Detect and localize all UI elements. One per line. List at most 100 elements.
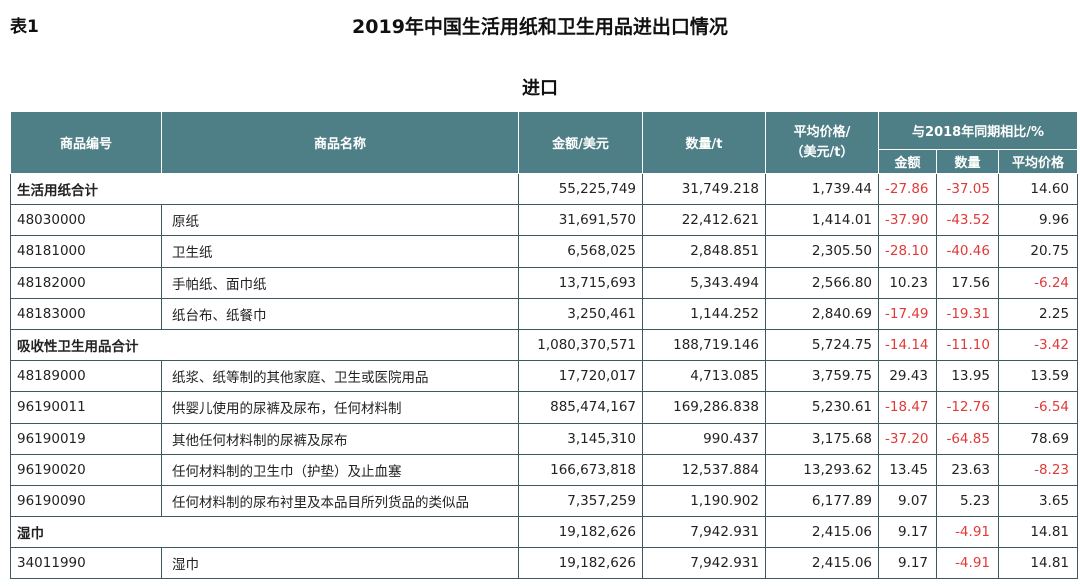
table-label: 表1	[10, 17, 39, 37]
cell-quantity: 4,713.085	[642, 360, 766, 393]
table-row: 96190019 其他任何材料制的尿裤及尿布 3,145,310 990.437 3,1…	[10, 422, 1079, 455]
cell-amount: 17,720,017	[518, 360, 643, 393]
table-row: 48181000 卫生纸 6,568,025 2,848.851 2,305.50 -28…	[10, 235, 1079, 268]
cell-quantity: 7,942.931	[642, 516, 766, 549]
cell-amount: 7,357,259	[518, 484, 643, 518]
cell-amount: 1,080,370,571	[518, 328, 643, 362]
header-code: 商品编号	[10, 111, 162, 174]
cell-name: 手帕纸、面巾纸	[161, 266, 519, 299]
cell-name: 任何材料制的尿布衬里及本品目所列货品的类似品	[161, 484, 519, 518]
table-row: 96190011 供婴儿使用的尿裤及尿布，任何材料制 885,474,167 169,…	[10, 391, 1079, 424]
cell-code: 48189000	[10, 360, 162, 393]
cell-yoy-quantity: -19.31	[936, 297, 999, 330]
cell-yoy-price: -6.24	[997, 266, 1079, 299]
cell-yoy-price: 2.25	[997, 297, 1079, 330]
cell-avg-price: 2,305.50	[765, 235, 879, 268]
cell-avg-price: 2,566.80	[765, 266, 879, 299]
cell-yoy-quantity: -4.91	[936, 516, 999, 549]
cell-yoy-amount: -37.20	[878, 422, 937, 455]
cell-amount: 3,250,461	[518, 297, 643, 330]
cell-code: 96190020	[10, 453, 162, 486]
cell-quantity: 2,848.851	[642, 235, 766, 268]
table-row: 48030000 原纸 31,691,570 22,412.621 1,414.01 -3…	[10, 204, 1079, 237]
cell-code: 96190011	[10, 391, 162, 424]
table-row: 96190020 任何材料制的卫生巾（护垫）及止血塞 166,673,818 12,5…	[10, 453, 1079, 486]
cell-name: 湿巾	[161, 547, 519, 580]
cell-code: 96190019	[10, 422, 162, 455]
cell-avg-price: 5,724.75	[765, 328, 879, 362]
cell-name: 卫生纸	[161, 235, 519, 268]
table-row-total: 湿巾 19,182,626 7,942.931 2,415.06 9.17 -4.91 14…	[10, 516, 1079, 549]
cell-yoy-quantity: 13.95	[936, 360, 999, 393]
cell-avg-price: 2,840.69	[765, 297, 879, 330]
cell-code: 48181000	[10, 235, 162, 268]
cell-yoy-price: -8.23	[997, 453, 1079, 486]
cell-name: 纸台布、纸餐巾	[161, 297, 519, 330]
cell-yoy-amount: 29.43	[878, 360, 937, 393]
cell-avg-price: 2,415.06	[765, 516, 879, 549]
cell-avg-price: 3,175.68	[765, 422, 879, 455]
cell-code: 48183000	[10, 297, 162, 330]
cell-avg-price: 1,414.01	[765, 204, 879, 237]
cell-yoy-amount: 9.07	[878, 484, 937, 518]
cell-name: 原纸	[161, 204, 519, 237]
header-yoy-amount: 金额	[878, 149, 937, 174]
cell-quantity: 31,749.218	[642, 172, 766, 206]
cell-yoy-quantity: -43.52	[936, 204, 999, 237]
cell-yoy-quantity: -11.10	[936, 328, 999, 362]
cell-yoy-price: 13.59	[997, 360, 1079, 393]
table-row: 48189000 纸浆、纸等制的其他家庭、卫生或医院用品 17,720,017 4,7…	[10, 360, 1079, 393]
table-row-total: 生活用纸合计 55,225,749 31,749.218 1,739.44 -27.86…	[10, 172, 1079, 206]
cell-yoy-quantity: 23.63	[936, 453, 999, 486]
cell-yoy-amount: -17.49	[878, 297, 937, 330]
cell-quantity: 5,343.494	[642, 266, 766, 299]
row-total-name: 生活用纸合计	[10, 172, 519, 206]
cell-yoy-amount: -28.10	[878, 235, 937, 268]
cell-amount: 55,225,749	[518, 172, 643, 206]
cell-yoy-price: 14.81	[997, 516, 1079, 549]
header-quantity: 数量/t	[642, 111, 766, 174]
table-header: 商品编号 商品名称 金额/美元 数量/t 平均价格/ （美元/t） 与2018年…	[10, 111, 1079, 174]
cell-code: 96190090	[10, 484, 162, 518]
cell-yoy-quantity: -40.46	[936, 235, 999, 268]
cell-yoy-quantity: 17.56	[936, 266, 999, 299]
header-avg-price: 平均价格/ （美元/t）	[765, 111, 879, 174]
table-row: 48183000 纸台布、纸餐巾 3,250,461 1,144.252 2,840.6…	[10, 297, 1079, 330]
cell-yoy-price: 78.69	[997, 422, 1079, 455]
cell-avg-price: 3,759.75	[765, 360, 879, 393]
cell-code: 48030000	[10, 204, 162, 237]
cell-yoy-quantity: -64.85	[936, 422, 999, 455]
cell-amount: 885,474,167	[518, 391, 643, 424]
section-title: 进口	[522, 78, 558, 99]
cell-yoy-amount: 13.45	[878, 453, 937, 486]
cell-amount: 19,182,626	[518, 547, 643, 580]
cell-yoy-price: 14.81	[997, 547, 1079, 580]
cell-yoy-quantity: -4.91	[936, 547, 999, 580]
cell-avg-price: 5,230.61	[765, 391, 879, 424]
header-amount: 金额/美元	[518, 111, 643, 174]
cell-quantity: 169,286.838	[642, 391, 766, 424]
cell-quantity: 188,719.146	[642, 328, 766, 362]
table-row: 48182000 手帕纸、面巾纸 13,715,693 5,343.494 2,566.…	[10, 266, 1079, 299]
cell-quantity: 12,537.884	[642, 453, 766, 486]
cell-yoy-price: 14.60	[997, 172, 1079, 206]
cell-yoy-price: -6.54	[997, 391, 1079, 424]
cell-avg-price: 13,293.62	[765, 453, 879, 486]
cell-name: 纸浆、纸等制的其他家庭、卫生或医院用品	[161, 360, 519, 393]
import-table: 商品编号 商品名称 金额/美元 数量/t 平均价格/ （美元/t） 与2018年…	[10, 111, 1079, 580]
header-avg-price-line1: 平均价格/	[793, 124, 851, 140]
cell-avg-price: 1,739.44	[765, 172, 879, 206]
cell-amount: 13,715,693	[518, 266, 643, 299]
header-yoy-group: 与2018年同期相比/%	[877, 111, 1079, 150]
cell-amount: 31,691,570	[518, 204, 643, 237]
header-yoy-quantity: 数量	[936, 149, 999, 174]
cell-amount: 166,673,818	[518, 453, 643, 486]
cell-yoy-price: 3.65	[997, 484, 1079, 518]
cell-yoy-amount: 10.23	[878, 266, 937, 299]
cell-yoy-amount: 9.17	[878, 516, 937, 549]
header-yoy-price: 平均价格	[997, 149, 1079, 174]
cell-yoy-price: 20.75	[997, 235, 1079, 268]
cell-quantity: 22,412.621	[642, 204, 766, 237]
cell-amount: 6,568,025	[518, 235, 643, 268]
cell-yoy-quantity: -37.05	[936, 172, 999, 206]
